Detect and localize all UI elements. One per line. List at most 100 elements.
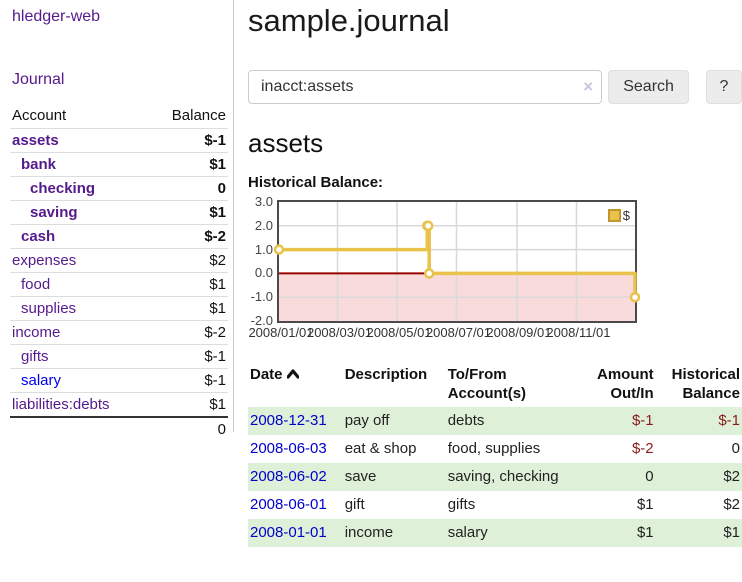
transaction-accounts-cell: salary <box>447 524 488 541</box>
transaction-row[interactable]: 2008-12-31 pay off debts $-1 $-1 <box>248 407 742 435</box>
account-link[interactable]: expenses <box>12 252 77 269</box>
account-link[interactable]: liabilities:debts <box>12 396 110 413</box>
account-row: bank $1 <box>10 152 228 177</box>
app-brand-link[interactable]: hledger-web <box>12 8 101 25</box>
accounts-total-row: 0 <box>10 417 228 441</box>
transaction-date-link[interactable]: 2008-06-03 <box>250 440 327 457</box>
transaction-date-link[interactable]: 2008-12-31 <box>250 412 327 429</box>
transaction-date-link[interactable]: 2008-01-01 <box>250 524 327 541</box>
search-button[interactable]: Search <box>608 70 689 104</box>
transaction-amount-cell: $1 <box>636 496 654 513</box>
account-link[interactable]: income <box>12 324 61 341</box>
transaction-amount-cell: $-1 <box>631 412 654 429</box>
header-balance: Historical Balance <box>671 366 740 402</box>
x-tick-label: 2008/07/01 <box>425 325 492 340</box>
account-row: expenses $2 <box>10 248 228 273</box>
transaction-description-cell: eat & shop <box>344 440 417 457</box>
account-link[interactable]: checking <box>30 180 96 197</box>
transaction-amount-cell: 0 <box>645 468 654 485</box>
account-link[interactable]: cash <box>21 228 56 245</box>
transaction-accounts-cell: food, supplies <box>447 440 541 457</box>
transaction-row[interactable]: 2008-06-01 gift gifts $1 $2 <box>248 491 742 519</box>
account-link[interactable]: assets <box>12 132 59 149</box>
transaction-description-cell: pay off <box>344 412 390 429</box>
account-balance: $2 <box>209 252 226 269</box>
transaction-balance-cell: $-1 <box>718 412 740 429</box>
sidebar: hledger-web Journal Account Balance asse… <box>0 0 234 438</box>
accounts-total-value: 0 <box>217 421 226 438</box>
header-date[interactable]: Date <box>248 363 343 407</box>
search-box: × <box>248 70 603 104</box>
transaction-date-cell: 2008-06-02 <box>248 463 343 491</box>
transaction-date-link[interactable]: 2008-06-02 <box>250 468 327 485</box>
chart-canvas <box>273 202 641 321</box>
transaction-date-cell: 2008-01-01 <box>248 519 343 547</box>
account-link[interactable]: bank <box>21 156 57 173</box>
chart-title: Historical Balance: <box>248 174 384 191</box>
transaction-description-cell: save <box>344 468 377 485</box>
x-tick-label: 2008/03/01 <box>306 325 373 340</box>
account-balance: $1 <box>209 276 226 293</box>
account-rows: assets $-1 bank $1 checking 0 saving $1 cash $-2 e… <box>10 128 228 418</box>
search-form: × Search ? <box>248 70 742 104</box>
account-balance: $1 <box>209 204 226 221</box>
transaction-row[interactable]: 2008-01-01 income salary $1 $1 <box>248 519 742 547</box>
chart-x-axis: 2008/01/01 2008/03/01 2008/05/01 2008/07/01… <box>248 325 742 343</box>
account-row: salary $-1 <box>10 368 228 393</box>
account-row: income $-2 <box>10 320 228 345</box>
account-balance: $-2 <box>204 324 226 341</box>
chart-y-axis: 3.0 2.0 1.0 0.0 -1.0 -2.0 <box>248 195 277 328</box>
transaction-date-cell: 2008-06-01 <box>248 491 343 519</box>
transaction-row[interactable]: 2008-06-02 save saving, checking 0 $2 <box>248 463 742 491</box>
x-tick-label: 2008/09/01 <box>486 325 552 340</box>
account-balance: $-1 <box>204 348 226 365</box>
account-balance: $-2 <box>204 228 226 245</box>
transaction-description-cell: gift <box>344 496 365 513</box>
sidebar-item-journal[interactable]: Journal <box>12 71 65 88</box>
account-row: assets $-1 <box>10 128 228 153</box>
header-description: Description <box>344 366 428 383</box>
y-tick-label: 2.0 <box>254 217 273 233</box>
transaction-balance-cell: 0 <box>731 440 740 457</box>
y-tick-label: 3.0 <box>254 194 273 209</box>
account-balance: $1 <box>209 156 226 173</box>
clear-search-icon[interactable]: × <box>583 77 594 96</box>
account-column-header: Account <box>12 107 67 124</box>
y-tick-label: -1.0 <box>250 289 273 305</box>
register-rows: 2008-12-31 pay off debts $-1 $-1 2008-06-03 ea… <box>248 407 742 547</box>
accounts-table: Account Balance assets $-1 bank $1 checking 0… <box>10 104 228 441</box>
transaction-date-cell: 2008-12-31 <box>248 407 343 435</box>
account-row: saving $1 <box>10 200 228 225</box>
account-link[interactable]: gifts <box>21 348 49 365</box>
register-table-header: Date Description To/From Account(s) Amou… <box>248 363 742 407</box>
register-table: Date Description To/From Account(s) Amou… <box>248 363 742 547</box>
y-tick-label: 0.0 <box>254 265 273 281</box>
account-balance: $-1 <box>204 372 226 389</box>
transaction-date-cell: 2008-06-03 <box>248 435 343 463</box>
help-button[interactable]: ? <box>705 70 742 104</box>
transaction-date-link[interactable]: 2008-06-01 <box>250 496 327 513</box>
transaction-row[interactable]: 2008-06-03 eat & shop food, supplies $-2 0 <box>248 435 742 463</box>
x-tick-label: 2008/05/01 <box>366 325 432 340</box>
account-row: cash $-2 <box>10 224 228 249</box>
account-link[interactable]: supplies <box>21 300 77 317</box>
transaction-balance-cell: $2 <box>723 496 740 513</box>
account-link[interactable]: salary <box>21 372 62 389</box>
legend-swatch-icon <box>607 209 621 222</box>
account-balance: $1 <box>209 396 226 413</box>
historical-balance-chart: 3.0 2.0 1.0 0.0 -1.0 -2.0 $ 2008/01/01 2008/03… <box>248 195 742 343</box>
account-link[interactable]: saving <box>30 204 78 221</box>
account-balance: $1 <box>209 300 226 317</box>
y-tick-label: -2.0 <box>250 313 273 328</box>
balance-column-header: Balance <box>171 107 226 124</box>
x-tick-label: 2008/11/01 <box>546 325 611 340</box>
account-link[interactable]: food <box>21 276 51 293</box>
header-accounts: To/From Account(s) <box>447 366 527 402</box>
chart-legend: $ <box>607 208 630 223</box>
legend-label: $ <box>622 208 630 223</box>
header-amount: Amount Out/In <box>596 366 654 402</box>
transaction-accounts-cell: saving, checking <box>447 468 559 485</box>
search-input[interactable] <box>248 70 603 104</box>
x-tick-label: 2008/01/01 <box>248 325 314 340</box>
account-balance: $-1 <box>204 132 226 149</box>
